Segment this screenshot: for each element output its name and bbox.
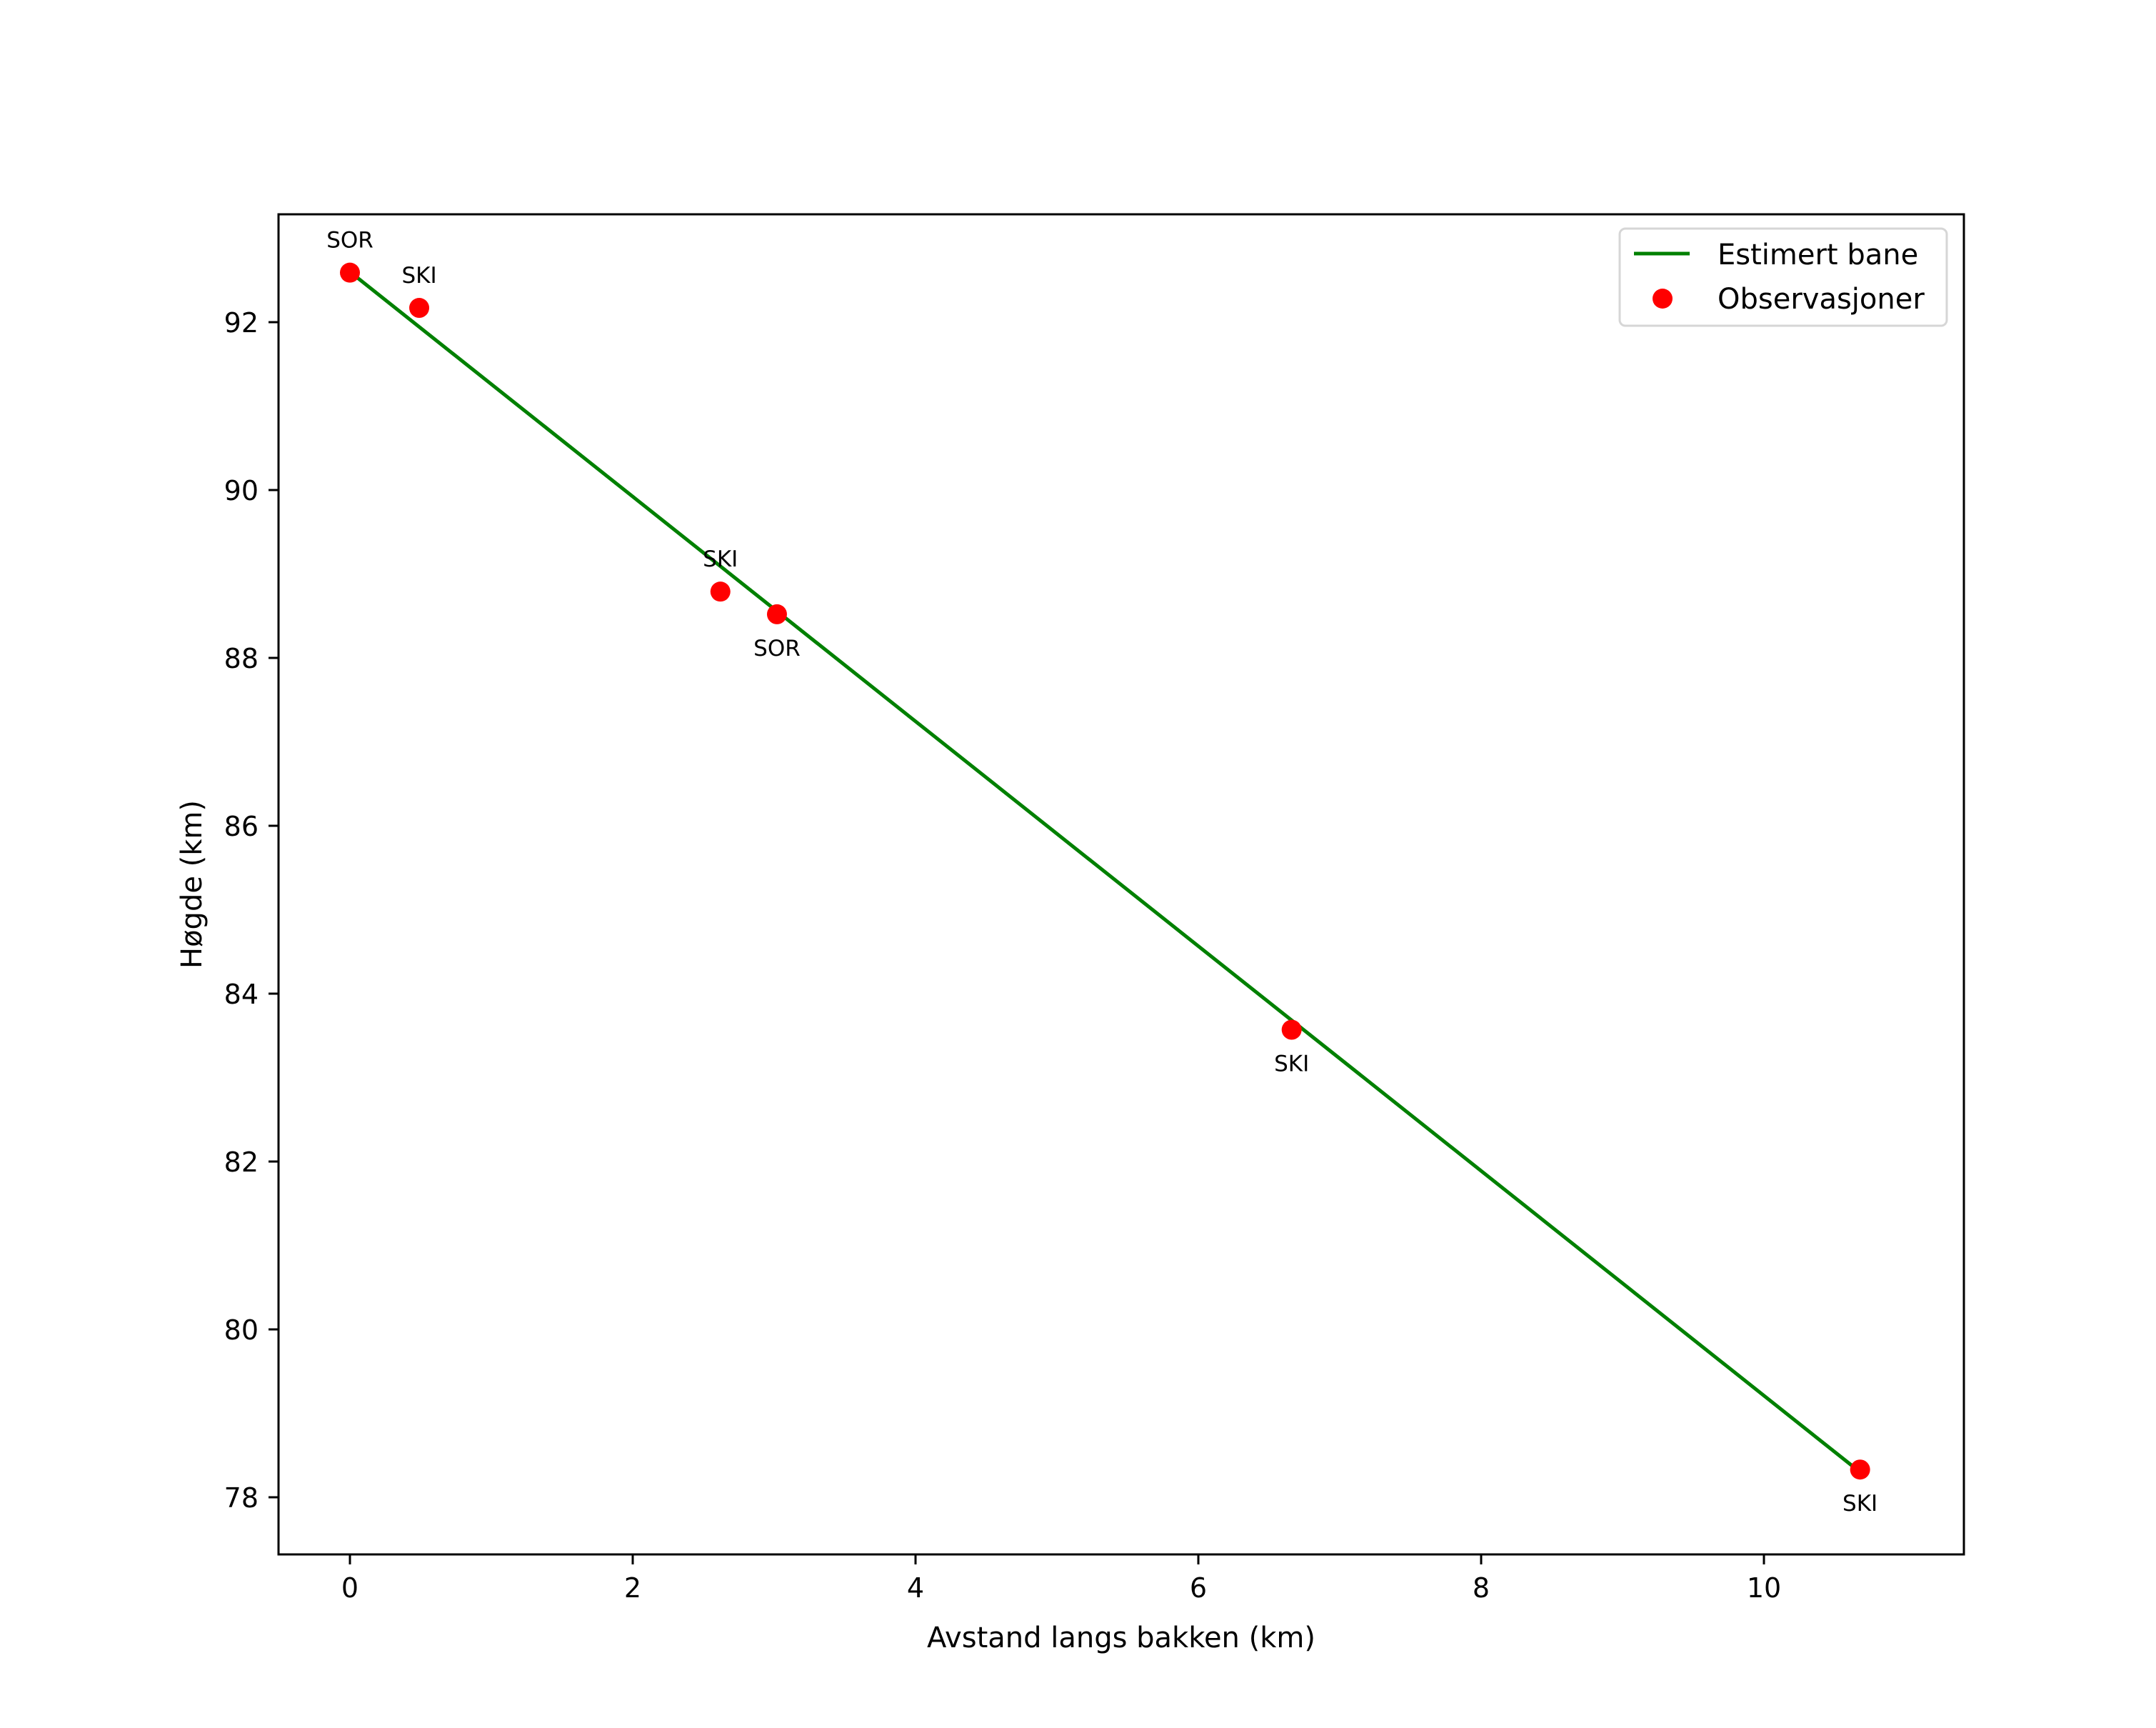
observation-point <box>1850 1459 1870 1480</box>
observation-label: SOR <box>753 636 801 661</box>
x-tick-label: 8 <box>1473 1572 1490 1604</box>
estimated-path-line <box>349 270 1862 1474</box>
y-tick-label: 86 <box>224 811 259 842</box>
observation-label: SOR <box>326 228 373 254</box>
observation-label: SKI <box>401 263 436 289</box>
legend-line-label: Estimert bane <box>1718 239 1918 271</box>
observation-label: SKI <box>1274 1052 1309 1077</box>
observation-label: SKI <box>703 546 738 572</box>
y-tick-label: 88 <box>224 643 259 674</box>
y-tick-label: 78 <box>224 1482 259 1514</box>
observation-point <box>766 604 787 624</box>
plot-area <box>277 213 1965 1556</box>
x-tick-label: 10 <box>1747 1572 1781 1604</box>
x-tick-label: 0 <box>341 1572 359 1604</box>
x-tick-label: 2 <box>624 1572 641 1604</box>
observation-label: SKI <box>1842 1491 1877 1517</box>
y-tick-label: 84 <box>224 979 259 1010</box>
observation-point <box>340 262 360 283</box>
y-axis-label: Høgde (km) <box>176 800 209 969</box>
legend-box <box>1618 227 1948 327</box>
x-axis-label: Avstand langs bakken (km) <box>927 1622 1315 1654</box>
legend-point-icon <box>1653 289 1673 309</box>
y-tick-label: 80 <box>224 1314 259 1346</box>
observation-point <box>409 298 430 319</box>
y-tick-label: 90 <box>224 475 259 506</box>
y-tick-label: 82 <box>224 1147 259 1178</box>
x-tick-label: 4 <box>907 1572 924 1604</box>
legend-points-label: Observasjoner <box>1718 283 1925 316</box>
observation-point <box>710 581 731 602</box>
x-tick-label: 6 <box>1190 1572 1207 1604</box>
y-tick-label: 92 <box>224 307 259 339</box>
observation-point <box>1281 1019 1302 1040</box>
